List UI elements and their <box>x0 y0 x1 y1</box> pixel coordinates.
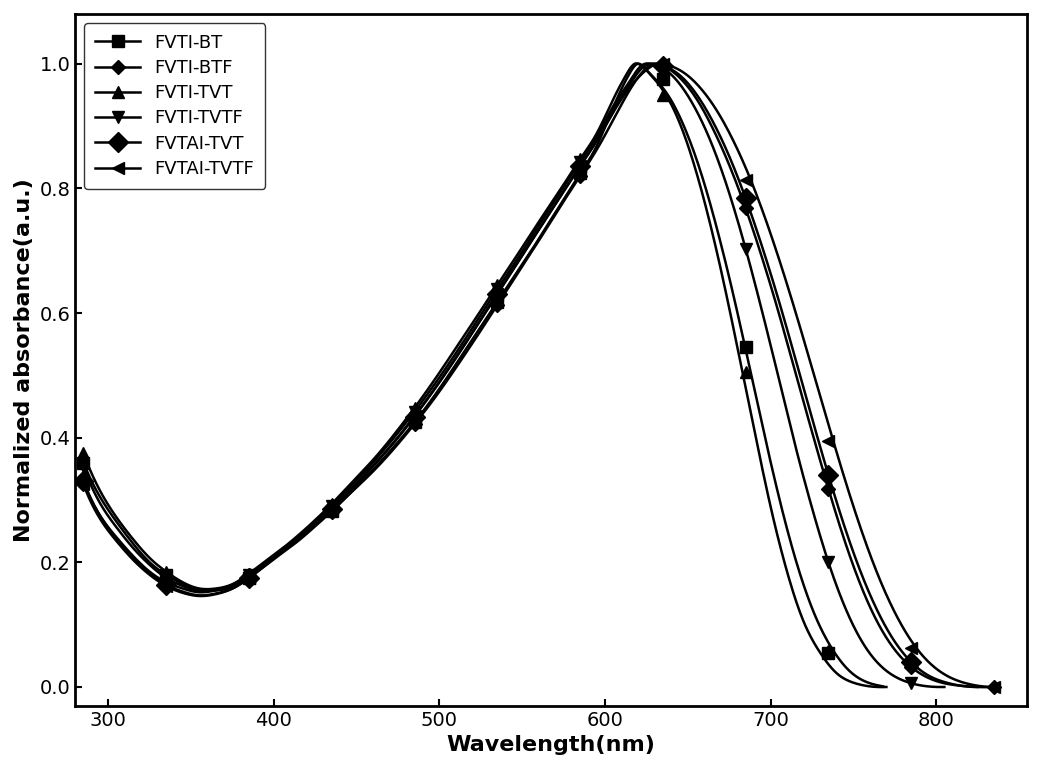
FVTI-BT <box>704 220 716 229</box>
FVTI-BTF <box>77 477 90 486</box>
X-axis label: Wavelength(nm): Wavelength(nm) <box>447 735 656 755</box>
FVTI-BTF <box>650 59 662 68</box>
FVTI-BT <box>875 682 888 691</box>
Line: FVTAI-TVT: FVTAI-TVT <box>83 64 977 687</box>
FVTAI-TVTF <box>993 682 1006 691</box>
FVTI-BTF <box>704 118 716 127</box>
FVTI-TVT <box>401 414 413 423</box>
FVTI-BT <box>629 62 641 71</box>
FVTI-TVTF <box>456 338 468 348</box>
FVTI-TVT <box>159 566 172 575</box>
Line: FVTI-TVT: FVTI-TVT <box>83 63 883 687</box>
FVTAI-TVT <box>77 477 90 486</box>
FVTAI-TVTF <box>989 682 1001 691</box>
Line: FVTI-BTF: FVTI-BTF <box>83 64 994 687</box>
FVTI-BT <box>159 570 172 579</box>
FVTI-TVTF <box>77 461 90 471</box>
FVTI-BT <box>402 425 414 434</box>
Legend: FVTI-BT, FVTI-BTF, FVTI-TVT, FVTI-TVTF, FVTAI-TVT, FVTAI-TVTF: FVTI-BT, FVTI-BTF, FVTI-TVT, FVTI-TVTF, … <box>84 23 265 188</box>
FVTAI-TVTF <box>77 480 90 489</box>
FVTI-TVT <box>702 191 714 200</box>
Line: FVTI-BT: FVTI-BT <box>83 64 886 687</box>
FVTI-TVT <box>429 374 441 383</box>
FVTI-BTF <box>170 582 182 591</box>
FVTI-TVT <box>877 682 889 691</box>
FVTI-BT <box>718 283 731 292</box>
FVTAI-TVTF <box>792 317 805 326</box>
FVTI-BTF <box>446 369 458 378</box>
FVTI-BT <box>77 458 90 468</box>
FVTI-BTF <box>988 682 1000 691</box>
FVTAI-TVTF <box>707 100 719 109</box>
FVTI-BTF <box>980 683 992 692</box>
FVTI-BT <box>880 682 892 691</box>
FVTI-TVTF <box>641 58 654 68</box>
FVTAI-TVT <box>648 59 660 68</box>
FVTI-BTF <box>788 365 801 374</box>
FVTI-TVTF <box>166 576 178 585</box>
FVTAI-TVTF <box>654 59 666 68</box>
Y-axis label: Normalized absorbance(a.u.): Normalized absorbance(a.u.) <box>14 178 34 541</box>
FVTI-TVT <box>630 58 642 68</box>
FVTI-BTF <box>805 423 817 432</box>
Line: FVTAI-TVTF: FVTAI-TVTF <box>83 64 999 687</box>
FVTAI-TVTF <box>809 373 821 382</box>
FVTI-TVTF <box>935 682 947 691</box>
FVTAI-TVTF <box>481 305 493 315</box>
FVTI-BT <box>431 388 443 397</box>
FVTAI-TVT <box>692 92 705 102</box>
FVTAI-TVT <box>471 321 483 330</box>
Line: FVTI-TVTF: FVTI-TVTF <box>83 63 944 687</box>
FVTI-BT <box>633 59 645 68</box>
FVTI-TVTF <box>765 343 778 352</box>
FVTI-TVT <box>77 448 90 458</box>
FVTAI-TVT <box>776 305 788 315</box>
FVTI-TVTF <box>669 75 682 84</box>
FVTAI-TVTF <box>448 356 460 365</box>
FVTAI-TVT <box>791 362 804 371</box>
FVTAI-TVTF <box>171 586 183 595</box>
FVTI-TVTF <box>750 281 762 291</box>
FVTI-TVTF <box>426 384 438 393</box>
FVTI-TVTF <box>938 682 950 691</box>
FVTAI-TVT <box>169 584 181 594</box>
FVTI-BTF <box>478 320 490 329</box>
FVTI-TVT <box>716 245 729 254</box>
FVTAI-TVT <box>438 370 451 379</box>
FVTAI-TVT <box>971 682 984 691</box>
FVTI-TVT <box>627 61 639 70</box>
